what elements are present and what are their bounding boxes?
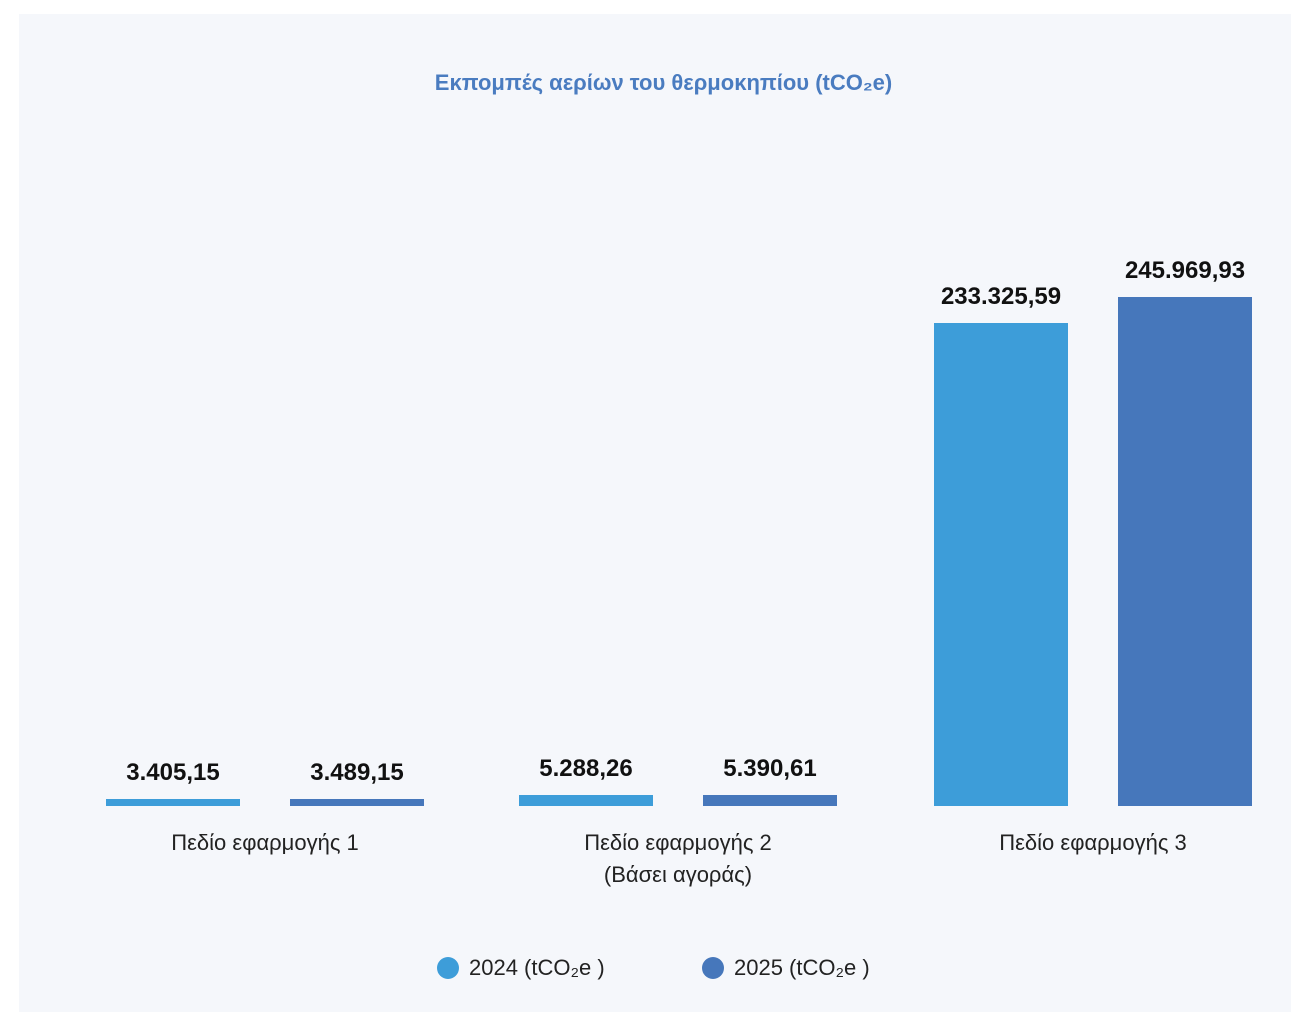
data-label: 245.969,93 <box>1124 257 1246 284</box>
legend-swatch <box>702 957 724 979</box>
x-tick-label: Πεδίο εφαρμογής 2 (Βάσει αγοράς) <box>584 830 772 887</box>
bar <box>934 323 1068 806</box>
bar <box>106 798 240 806</box>
bar <box>703 794 837 806</box>
legend-swatch <box>437 957 459 979</box>
bar <box>519 795 653 806</box>
chart-title: Εκπομπές αερίων του θερμοκηπίου (tCO₂e) <box>434 70 893 95</box>
chart-panel <box>19 14 1291 1012</box>
data-label: 5.390,61 <box>723 754 817 782</box>
legend-item: 2025 (tCO₂e ) <box>702 955 870 981</box>
data-label: 233.325,59 <box>940 283 1062 311</box>
data-label: 3.405,15 <box>126 758 220 786</box>
legend-label: 2025 (tCO₂e ) <box>734 955 870 980</box>
legend-item: 2024 (tCO₂e ) <box>437 955 605 981</box>
bar <box>290 798 424 806</box>
data-label: 3.489,15 <box>310 758 404 786</box>
bar <box>1118 297 1252 806</box>
x-tick-label: Πεδίο εφαρμογής 3 <box>999 830 1187 855</box>
x-tick-label: Πεδίο εφαρμογής 1 <box>171 830 359 855</box>
data-label: 5.288,26 <box>539 755 633 783</box>
legend-label: 2024 (tCO₂e ) <box>469 955 605 980</box>
